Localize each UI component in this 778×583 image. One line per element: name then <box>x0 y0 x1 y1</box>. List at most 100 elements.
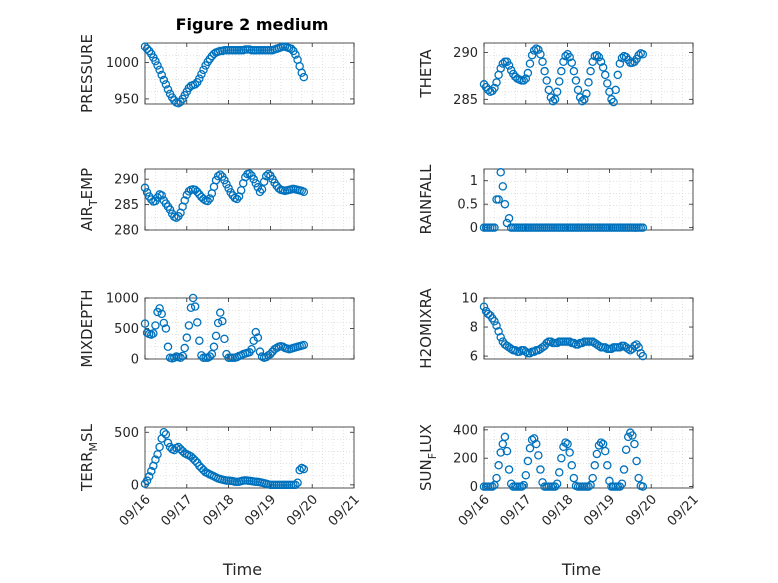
y-tick-label: 285 <box>114 198 139 213</box>
data-point <box>600 343 610 352</box>
data-point <box>557 453 566 463</box>
subplot-mixdepth: 0 500 1000 MIXDEPTH <box>78 289 355 368</box>
y-axis-label: MIXDEPTH <box>78 289 96 367</box>
y-tick-label: 0 <box>131 478 139 493</box>
data-point <box>155 65 164 75</box>
data-point <box>592 50 602 60</box>
data-point <box>490 83 499 93</box>
data-point <box>232 194 242 204</box>
data-point <box>511 346 520 355</box>
data-point <box>293 478 302 487</box>
data-point <box>195 336 204 345</box>
data-point <box>569 66 579 76</box>
y-tick-label: 500 <box>114 426 139 441</box>
data-point <box>211 331 221 341</box>
data-point <box>190 185 200 195</box>
subplot-h2omixra: 6 8 10 H2OMIXRA <box>417 288 694 369</box>
data-point <box>561 51 570 61</box>
data-point <box>500 199 510 209</box>
data-point <box>638 351 648 361</box>
data-point <box>504 214 514 223</box>
data-point <box>259 177 269 186</box>
data-point <box>490 223 499 232</box>
data-point <box>209 342 219 352</box>
data-point <box>521 347 531 356</box>
data-point <box>621 445 631 454</box>
data-point <box>548 96 558 106</box>
data-point <box>479 302 489 311</box>
data-point <box>199 194 208 204</box>
y-tick-label: 0.5 <box>457 198 478 213</box>
y-tick-label: 8 <box>470 321 478 336</box>
data-point <box>494 461 503 470</box>
data-point <box>142 188 152 197</box>
data-point <box>176 353 185 363</box>
axes-box <box>483 297 694 360</box>
y-axis-label: RAINFALL <box>417 164 435 235</box>
data-point <box>205 352 215 361</box>
data-point <box>211 175 221 185</box>
data-point <box>565 52 574 62</box>
data-point <box>224 184 233 193</box>
data-point <box>190 80 200 89</box>
y-axis-label: AIRTEMP <box>78 168 100 231</box>
data-point <box>613 70 623 80</box>
y-tick-label: 1 <box>470 174 478 189</box>
data-point <box>596 57 606 67</box>
data-point <box>266 349 275 359</box>
figure-title: Figure 2 medium <box>176 15 329 34</box>
data-point <box>494 327 503 336</box>
data-point <box>161 430 171 439</box>
data-point <box>492 321 501 330</box>
data-point <box>538 57 547 67</box>
x-tick-label: 09/18 <box>200 492 237 529</box>
data-point <box>634 473 643 483</box>
data-point <box>498 182 508 191</box>
data-point <box>554 468 564 477</box>
data-point <box>596 438 606 447</box>
data-point <box>184 321 194 330</box>
data-point <box>180 343 189 353</box>
data-point <box>577 96 587 106</box>
data-point <box>536 465 545 474</box>
data-point <box>257 185 267 194</box>
data-point <box>151 455 160 464</box>
data-point <box>245 169 254 178</box>
data-point <box>291 50 300 59</box>
data-point <box>195 74 204 83</box>
data-point <box>584 482 593 491</box>
data-point <box>161 324 171 333</box>
data-point <box>255 187 265 197</box>
data-point <box>588 57 597 67</box>
data-point <box>220 334 229 344</box>
data-point <box>253 333 263 342</box>
data-point <box>536 50 545 59</box>
data-point <box>299 72 309 82</box>
data-point <box>544 85 554 95</box>
subplot-theta: 285 290 THETA <box>417 42 694 108</box>
data-point <box>161 80 171 89</box>
data-point <box>299 187 309 197</box>
data-point <box>218 316 227 326</box>
data-point <box>207 349 217 359</box>
data-point <box>195 190 204 199</box>
data-point <box>186 303 196 313</box>
data-point <box>569 473 579 483</box>
data-point <box>600 446 610 456</box>
data-point <box>638 482 648 491</box>
y-axis-label: H2OMIXRA <box>417 288 435 369</box>
data-point <box>511 72 520 82</box>
data-point <box>554 77 564 86</box>
data-point <box>557 66 566 76</box>
data-point <box>504 465 514 474</box>
data-point <box>180 196 189 205</box>
data-point <box>203 196 212 206</box>
data-point <box>523 456 533 466</box>
x-tick-label: 09/18 <box>539 492 576 529</box>
data-point <box>546 337 556 346</box>
data-point <box>147 466 156 476</box>
data-point <box>496 168 505 177</box>
y-tick-label: 0 <box>470 480 478 495</box>
x-tick-label: 09/21 <box>326 492 363 529</box>
